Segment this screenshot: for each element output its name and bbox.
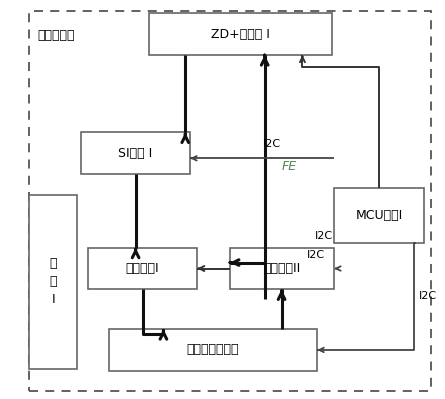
Bar	[334, 188, 424, 243]
Text: MCU芯片I: MCU芯片I	[355, 209, 403, 222]
Bar	[149, 13, 332, 55]
Text: 接口板电路: 接口板电路	[37, 29, 75, 42]
Text: I2C: I2C	[307, 250, 325, 260]
Bar	[109, 329, 317, 371]
Bar	[88, 248, 197, 289]
Text: I2C: I2C	[315, 231, 333, 241]
Text: 交叉芯片I: 交叉芯片I	[126, 262, 159, 275]
Text: 电
源
I: 电 源 I	[49, 257, 57, 306]
Text: FE: FE	[282, 160, 297, 173]
Text: I2C: I2C	[419, 291, 437, 301]
Text: I2C: I2C	[263, 139, 281, 149]
Text: ZD+连接器 I: ZD+连接器 I	[211, 28, 270, 41]
Bar	[81, 132, 190, 174]
Text: SI芯片 I: SI芯片 I	[118, 147, 153, 160]
Bar	[230, 248, 334, 289]
Text: 交叉芯片II: 交叉芯片II	[263, 262, 301, 275]
Text: 光电转换模块组: 光电转换模块组	[187, 344, 239, 356]
Bar	[29, 195, 77, 369]
